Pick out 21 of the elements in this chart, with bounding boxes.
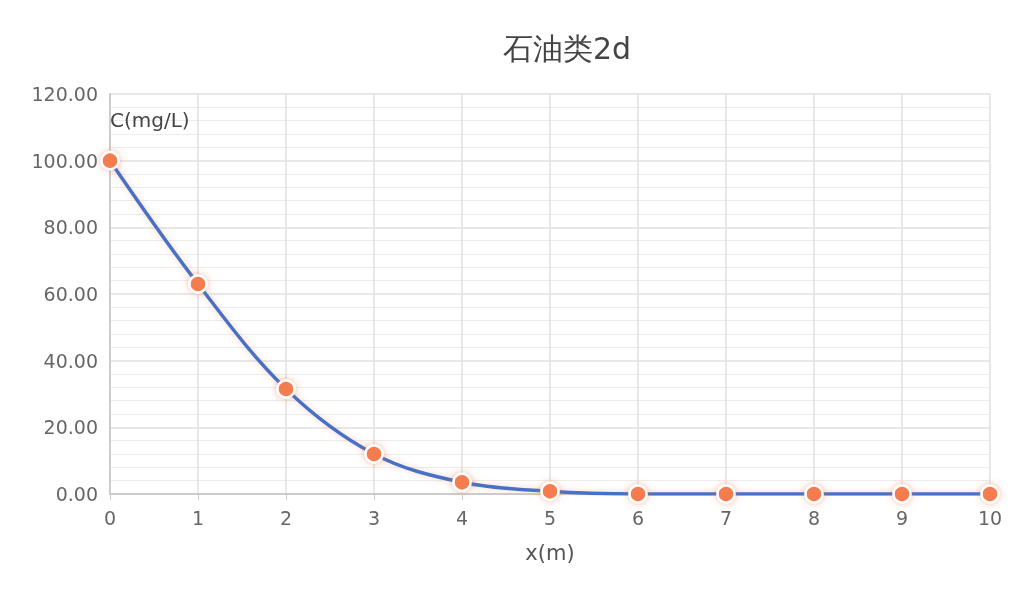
y-tick-label: 60.00 bbox=[43, 283, 98, 305]
x-tick-label: 9 bbox=[895, 506, 909, 529]
x-tick-label: 7 bbox=[719, 506, 733, 529]
y-tick-label: 0.00 bbox=[55, 483, 98, 505]
x-tick-label: 4 bbox=[455, 506, 469, 529]
y-tick-label: 20.00 bbox=[43, 416, 98, 439]
y-tick-label: 40.00 bbox=[43, 349, 98, 372]
x-tick-label: 1 bbox=[191, 506, 205, 529]
x-tick-label: 6 bbox=[631, 506, 645, 529]
y-tick-label: 80.00 bbox=[43, 216, 98, 239]
x-tick-label: 8 bbox=[807, 506, 821, 529]
x-tick-label: 0 bbox=[103, 506, 117, 529]
x-tick-label: 5 bbox=[543, 506, 557, 529]
y-tick-label: 120.00 bbox=[31, 83, 98, 105]
y-axis-title: C(mg/L) bbox=[110, 108, 190, 132]
x-axis-title: x(m) bbox=[525, 540, 575, 565]
chart-title: 石油类2d bbox=[502, 30, 632, 66]
y-tick-label: 100.00 bbox=[31, 149, 98, 172]
x-tick-label: 3 bbox=[367, 506, 381, 529]
x-tick-label: 10 bbox=[977, 506, 1003, 529]
x-tick-label: 2 bbox=[279, 506, 293, 529]
